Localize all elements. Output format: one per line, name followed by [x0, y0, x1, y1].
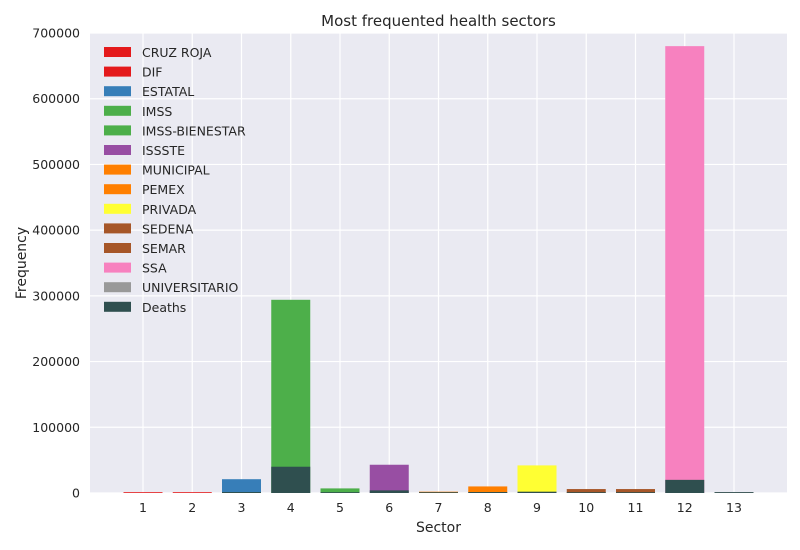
x-tick-label: 12: [677, 500, 693, 515]
legend-label: UNIVERSITARIO: [142, 280, 239, 295]
bar-deaths-4: [271, 466, 311, 493]
legend-swatch: [104, 145, 131, 155]
legend-label: SSA: [142, 261, 167, 276]
x-tick-label: 5: [336, 500, 344, 515]
legend-swatch: [104, 262, 131, 273]
legend-label: PRIVADA: [142, 202, 197, 217]
x-tick-label: 11: [628, 500, 644, 515]
legend-label: DIF: [142, 65, 163, 80]
legend-swatch: [104, 223, 131, 234]
legend-label: IMSS-BIENESTAR: [142, 123, 246, 138]
bar-deaths-10: [566, 492, 606, 493]
bar-deaths-5: [320, 492, 360, 493]
legend-swatch: [104, 66, 131, 77]
bar-imss-4: [271, 299, 311, 493]
y-tick-label: 700000: [32, 26, 80, 41]
legend-swatch: [104, 47, 131, 57]
legend-label: SEMAR: [142, 241, 186, 256]
legend-swatch: [104, 203, 131, 214]
y-tick-label: 200000: [32, 354, 80, 369]
bar-deaths-6: [369, 490, 409, 493]
bar-ssa-12: [665, 46, 705, 494]
x-tick-label: 13: [726, 500, 742, 515]
bar-deaths-7: [419, 492, 458, 493]
legend-label: MUNICIPAL: [142, 163, 210, 178]
x-axis-ticks: 1 2 3 4 5 6 7 8 9 10 11 12 13: [139, 500, 742, 515]
legend-swatch: [104, 184, 131, 195]
legend-label: ESTATAL: [142, 84, 194, 99]
bar-deaths-13: [714, 492, 754, 493]
y-axis-ticks: 0 100000 200000 300000 400000 500000 600000 700…: [32, 26, 80, 501]
y-tick-label: 400000: [32, 223, 80, 238]
x-tick-label: 6: [385, 500, 393, 515]
x-tick-label: 10: [578, 500, 594, 515]
x-tick-label: 2: [188, 500, 196, 515]
bar-dif-2: [172, 492, 212, 493]
bar-deaths-11: [616, 492, 655, 493]
bar-deaths-8: [468, 492, 508, 493]
legend-label: SEDENA: [142, 221, 194, 236]
y-axis-label: Frequency: [14, 227, 30, 299]
bar-deaths-3: [222, 492, 261, 493]
bar-issste-6: [369, 464, 409, 493]
grid: [90, 32, 787, 494]
legend-label: PEMEX: [142, 182, 185, 197]
y-tick-label: 0: [72, 486, 80, 501]
legend-swatch: [104, 301, 131, 312]
x-tick-label: 3: [238, 500, 246, 515]
bars: [123, 46, 754, 494]
bar-deaths-12: [665, 479, 705, 493]
legend-label: CRUZ ROJA: [142, 45, 212, 60]
bar-sedena-10: [566, 489, 606, 493]
legend-swatch: [104, 282, 131, 293]
x-axis-label: Sector: [416, 520, 461, 536]
chart-title: Most frequented health sectors: [321, 12, 556, 30]
x-tick-label: 4: [287, 500, 295, 515]
legend-swatch: [104, 125, 131, 136]
legend-label: Deaths: [142, 300, 186, 315]
bar-pemex-8: [468, 486, 508, 493]
legend-label: ISSSTE: [142, 143, 185, 158]
y-tick-label: 500000: [32, 157, 80, 172]
x-tick-label: 9: [533, 500, 541, 515]
bar-estatal-3: [222, 479, 261, 493]
x-tick-label: 8: [484, 500, 492, 515]
x-tick-label: 1: [139, 500, 147, 515]
legend-swatch: [104, 243, 131, 253]
y-tick-label: 300000: [32, 288, 80, 303]
bar-semar-11: [616, 489, 655, 493]
legend-swatch: [104, 105, 131, 116]
legend-label: IMSS: [142, 104, 172, 119]
legend: CRUZ ROJA DIF ESTATAL IMSS IMSS-BIENESTAR ISS…: [104, 45, 246, 315]
legend-swatch: [104, 86, 131, 97]
bar-privada-9: [517, 465, 557, 493]
bar-imss-bienestar-5: [320, 488, 360, 493]
y-tick-label: 100000: [32, 420, 80, 435]
bar-deaths-9: [517, 491, 557, 493]
y-tick-label: 600000: [32, 91, 80, 106]
legend-swatch: [104, 164, 131, 175]
x-tick-label: 7: [435, 500, 443, 515]
bar-cruz-roja-1: [123, 492, 163, 493]
